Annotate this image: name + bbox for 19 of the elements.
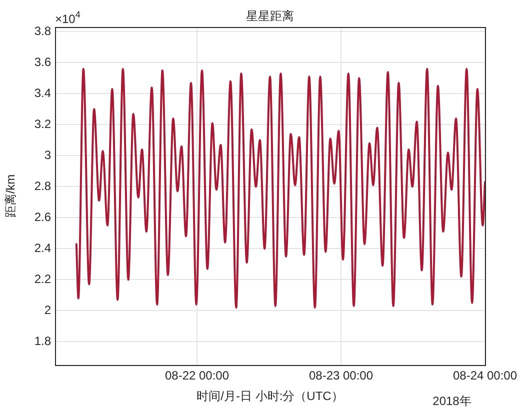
x-axis-title: 时间/月-日 小时:分（UTC） — [196, 389, 344, 404]
y-tick-label: 1.8 — [34, 334, 52, 348]
x-tick-label: 08-22 00:00 — [164, 368, 230, 383]
x-tick-label: 08-24 00:00 — [452, 368, 518, 383]
y-tick-label: 2.6 — [34, 210, 52, 224]
y-tick-label: 2.8 — [34, 179, 52, 194]
text: 2018年 — [432, 394, 472, 408]
y-tick-label: 2.2 — [34, 272, 52, 286]
y-tick-label: 2.4 — [34, 241, 52, 256]
y-tick-label: 3.4 — [34, 86, 52, 100]
y-axis-title: 距离/km — [4, 174, 18, 218]
line-series — [75, 68, 485, 309]
y-tick-label: 3.8 — [34, 24, 52, 38]
y-tick-label: 2 — [44, 303, 52, 318]
x-tick-label: 08-23 00:00 — [308, 368, 374, 383]
chart-title: 星星距离 — [246, 9, 294, 23]
y-tick-label: 3.2 — [34, 116, 52, 131]
y-tick-label: 3.6 — [34, 54, 52, 69]
y-tick-label: 3 — [44, 148, 52, 162]
